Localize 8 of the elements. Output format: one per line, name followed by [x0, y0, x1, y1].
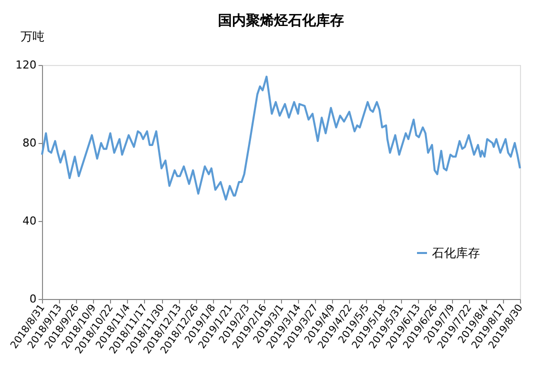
line-series: [41, 76, 521, 201]
y-tick-label: 0: [30, 292, 36, 306]
y-tick-label: 120: [16, 58, 36, 72]
y-tick-label: 40: [22, 214, 36, 228]
y-axis-title: 万吨: [20, 30, 44, 44]
chart-title: 国内聚烯烃石化库存: [218, 12, 344, 29]
legend-label: 石化库存: [432, 246, 480, 260]
y-tick-label: 80: [22, 136, 36, 150]
